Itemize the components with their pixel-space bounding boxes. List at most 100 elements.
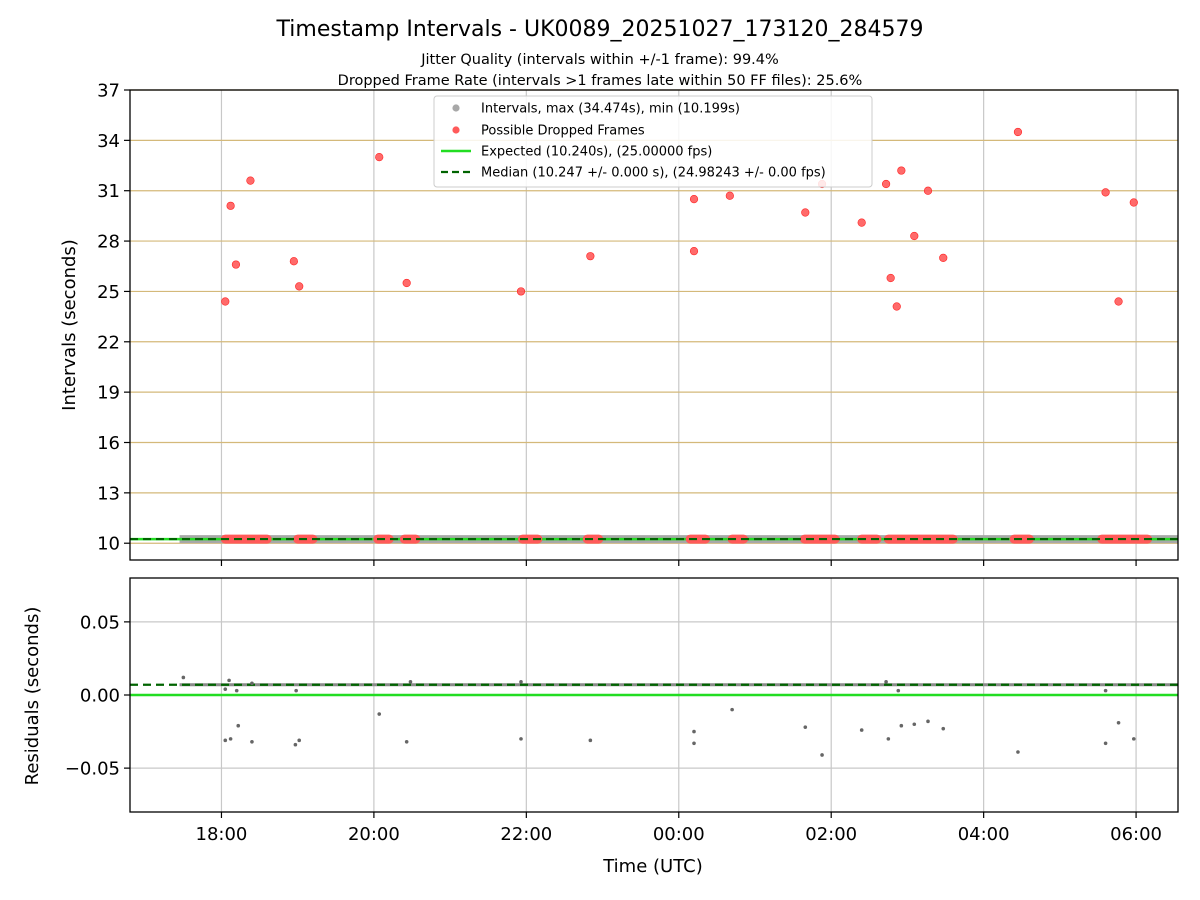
residual-point [884,680,888,684]
dropped-frame-point [402,278,411,288]
dropped-frame-point [801,208,810,217]
dropped-frame-point [586,252,595,261]
residual-point [408,680,413,684]
residual-point [820,753,824,757]
residual-point [181,675,186,680]
residual-point [1116,720,1121,725]
y-tick-label: 28 [97,232,120,253]
residual-point [1103,688,1108,693]
residual-point [692,729,696,734]
dropped-frame-point [1129,198,1138,207]
residual-point [1016,750,1020,754]
dropped-frame-point [939,253,948,262]
x-tick-label: 22:00 [500,824,552,845]
residual-point [236,723,241,728]
y-tick-label: 0.05 [80,612,120,633]
y-tick-label: 0.00 [80,686,120,707]
y-tick-label: 34 [97,131,120,152]
legend-interval-marker [452,104,460,112]
residual-point [404,740,409,744]
residual-point [692,741,696,746]
intervals-y-axis-label: Intervals (seconds) [59,239,80,411]
residual-point [250,681,254,686]
dropped-frame-point [857,218,866,227]
residual-point [294,688,298,693]
residual-point [293,742,298,747]
legend-dropped-label: Possible Dropped Frames [481,124,645,139]
dropped-frame-rate-subtitle: Dropped Frame Rate (intervals >1 frames … [338,73,863,89]
residual-point [234,688,239,693]
residual-point [941,726,946,731]
residual-point [803,725,808,729]
dropped-frame-point [923,186,933,195]
y-tick-label: 10 [97,534,120,555]
x-tick-label: 00:00 [653,824,705,845]
residual-point [377,712,382,716]
x-tick-label: 04:00 [958,824,1010,845]
x-tick-label: 06:00 [1110,824,1162,845]
residuals-plot: 0.05 0.00 −0.05 18:00 20:00 22:00 00:00 02:00 04… [65,577,1179,845]
y-tick-label: 37 [97,81,120,102]
dropped-frame-point [246,176,255,185]
dropped-frame-point [886,273,895,283]
dropped-frame-point [221,297,230,306]
dropped-frame-point [910,231,919,241]
y-tick-label: 16 [97,433,120,454]
intervals-plot: 10 13 16 19 22 25 28 31 34 37 [97,81,1179,566]
jitter-quality-subtitle: Jitter Quality (intervals within +/-1 fr… [420,52,779,68]
dropped-frame-point [231,260,241,269]
y-tick-label: 22 [97,332,120,353]
dropped-frame-point [1101,188,1110,197]
y-tick-label: 13 [97,483,120,504]
x-tick-label: 20:00 [348,824,400,845]
residual-point [223,738,228,743]
residual-point [896,688,901,693]
residual-point [886,737,891,741]
intervals-legend: Intervals, max (34.474s), min (10.199s) P… [433,95,873,188]
y-tick-label: 19 [97,383,120,404]
residual-point [223,687,228,691]
legend-dropped-marker [452,126,460,134]
residual-point [1103,741,1108,746]
residual-point [899,723,904,728]
residual-point [1131,737,1136,741]
dropped-frame-point [689,247,699,256]
residual-point [519,737,523,741]
residual-point [227,678,231,683]
dropped-frame-point [516,287,526,296]
dropped-frame-point [725,191,734,200]
residual-point [250,740,254,744]
time-x-axis-label: Time (UTC) [602,856,703,877]
dropped-frame-point [226,201,235,210]
y-tick-label: 25 [97,282,120,303]
residual-point [926,719,930,724]
dropped-frame-point [881,179,891,189]
dropped-frame-point [295,282,304,291]
dropped-frame-point [689,195,699,204]
y-tick-label: 31 [97,181,120,202]
residual-point [730,707,734,712]
residual-point [519,680,523,684]
y-tick-label: −0.05 [65,759,120,780]
residual-point [859,728,864,732]
chart-title: Timestamp Intervals - UK0089_20251027_17… [276,17,924,42]
axes-frame [129,89,1179,561]
x-tick-label: 02:00 [805,824,857,845]
residual-point [912,722,917,727]
dropped-frame-point [1114,297,1123,306]
dropped-frame-point [1013,127,1023,137]
residual-point [297,738,302,743]
dropped-frame-point [289,257,298,266]
x-tick-label: 18:00 [196,824,248,845]
dropped-frame-point [897,166,906,175]
legend-expected-label: Expected (10.240s), (25.00000 fps) [481,145,712,160]
residual-point [588,738,593,743]
legend-median-label: Median (10.247 +/- 0.000 s), (24.98243 +… [481,166,826,181]
residuals-y-axis-label: Residuals (seconds) [22,607,43,786]
legend-box [433,95,873,188]
residual-point [228,737,233,741]
legend-intervals-label: Intervals, max (34.474s), min (10.199s) [481,102,740,117]
dropped-frame-point [892,302,901,311]
dropped-frame-point [375,153,384,162]
